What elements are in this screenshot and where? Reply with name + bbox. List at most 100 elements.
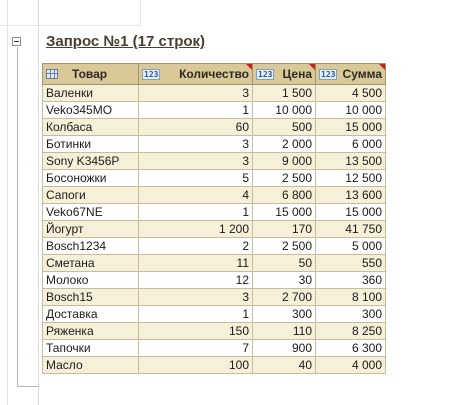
table-row[interactable]: Bosch15 3 2 700 8 100 — [42, 288, 386, 306]
cell-sum[interactable]: 6 300 — [315, 339, 386, 357]
cell-sum[interactable]: 4 500 — [315, 84, 386, 102]
cell-product[interactable]: Сметана — [42, 254, 139, 272]
cell-price[interactable]: 170 — [252, 220, 316, 238]
cell-qty[interactable]: 1 200 — [138, 220, 253, 238]
cell-price[interactable]: 50 — [252, 254, 316, 272]
query-result-table: Товар 123 Количество 123 Цена 123 — [42, 63, 386, 374]
table-header-row: Товар 123 Количество 123 Цена 123 — [42, 63, 386, 85]
cell-qty[interactable]: 1 — [138, 203, 253, 221]
cell-price[interactable]: 2 500 — [252, 237, 316, 255]
cell-sum[interactable]: 360 — [315, 271, 386, 289]
cell-price[interactable]: 110 — [252, 322, 316, 340]
table-row[interactable]: Сапоги 4 6 800 13 600 — [42, 186, 386, 204]
table-row[interactable]: Валенки 3 1 500 4 500 — [42, 84, 386, 102]
table-row[interactable]: Сметана 11 50 550 — [42, 254, 386, 272]
cell-qty[interactable]: 7 — [138, 339, 253, 357]
cell-qty[interactable]: 3 — [138, 84, 253, 102]
cell-product[interactable]: Ряженка — [42, 322, 139, 340]
cell-sum[interactable]: 15 000 — [315, 203, 386, 221]
cell-price[interactable]: 500 — [252, 118, 316, 136]
cell-sum[interactable]: 4 000 — [315, 356, 386, 374]
cell-qty[interactable]: 150 — [138, 322, 253, 340]
cell-qty[interactable]: 3 — [138, 152, 253, 170]
cell-sum[interactable]: 15 000 — [315, 118, 386, 136]
cell-sum[interactable]: 8 250 — [315, 322, 386, 340]
cell-price[interactable]: 10 000 — [252, 101, 316, 119]
table-row[interactable]: Veko67NE 1 15 000 15 000 — [42, 203, 386, 221]
cell-sum[interactable]: 12 500 — [315, 169, 386, 187]
cell-product[interactable]: Sony K3456P — [42, 152, 139, 170]
cell-price[interactable]: 6 800 — [252, 186, 316, 204]
cell-qty[interactable]: 1 — [138, 101, 253, 119]
cell-product[interactable]: Масло — [42, 356, 139, 374]
table-row[interactable]: Молоко 12 30 360 — [42, 271, 386, 289]
column-header-label: Товар — [72, 67, 108, 81]
cell-price[interactable]: 300 — [252, 305, 316, 323]
cell-qty[interactable]: 100 — [138, 356, 253, 374]
column-header-price[interactable]: 123 Цена — [252, 63, 316, 85]
cell-qty[interactable]: 5 — [138, 169, 253, 187]
cell-sum[interactable]: 550 — [315, 254, 386, 272]
table-row[interactable]: Sony K3456P 3 9 000 13 500 — [42, 152, 386, 170]
table-row[interactable]: Босоножки 5 2 500 12 500 — [42, 169, 386, 187]
cell-sum[interactable]: 6 000 — [315, 135, 386, 153]
table-row[interactable]: Veko345MO 1 10 000 10 000 — [42, 101, 386, 119]
cell-price[interactable]: 2 500 — [252, 169, 316, 187]
table-row[interactable]: Ботинки 3 2 000 6 000 — [42, 135, 386, 153]
column-header-label: Цена — [282, 67, 312, 81]
cell-price[interactable]: 9 000 — [252, 152, 316, 170]
cell-product[interactable]: Тапочки — [42, 339, 139, 357]
cell-qty[interactable]: 2 — [138, 237, 253, 255]
cell-qty[interactable]: 11 — [138, 254, 253, 272]
cell-qty[interactable]: 12 — [138, 271, 253, 289]
cell-product[interactable]: Veko345MO — [42, 101, 139, 119]
cell-qty[interactable]: 3 — [138, 135, 253, 153]
cell-product[interactable]: Bosch15 — [42, 288, 139, 306]
table-row[interactable]: Тапочки 7 900 6 300 — [42, 339, 386, 357]
cell-product[interactable]: Йогурт — [42, 220, 139, 238]
cell-product[interactable]: Молоко — [42, 271, 139, 289]
cell-product[interactable]: Доставка — [42, 305, 139, 323]
cell-price[interactable]: 15 000 — [252, 203, 316, 221]
numeric-type-icon: 123 — [142, 68, 161, 80]
grouping-gutter-border — [38, 0, 39, 405]
cell-sum[interactable]: 41 750 — [315, 220, 386, 238]
cell-sum[interactable]: 300 — [315, 305, 386, 323]
collapse-group-icon[interactable] — [12, 37, 21, 46]
table-row[interactable]: Йогурт 1 200 170 41 750 — [42, 220, 386, 238]
table-row[interactable]: Доставка 1 300 300 — [42, 305, 386, 323]
cell-price[interactable]: 2 700 — [252, 288, 316, 306]
cell-product[interactable]: Валенки — [42, 84, 139, 102]
numeric-type-icon: 123 — [319, 68, 338, 80]
cell-price[interactable]: 1 500 — [252, 84, 316, 102]
cell-qty[interactable]: 60 — [138, 118, 253, 136]
cell-sum[interactable]: 10 000 — [315, 101, 386, 119]
sort-marker-icon — [379, 64, 385, 70]
table-row[interactable]: Ряженка 150 110 8 250 — [42, 322, 386, 340]
cell-qty[interactable]: 3 — [138, 288, 253, 306]
cell-sum[interactable]: 13 500 — [315, 152, 386, 170]
column-header-sum[interactable]: 123 Сумма — [315, 63, 386, 85]
table-row[interactable]: Масло 100 40 4 000 — [42, 356, 386, 374]
cell-price[interactable]: 900 — [252, 339, 316, 357]
cell-product[interactable]: Bosch1234 — [42, 237, 139, 255]
cell-price[interactable]: 2 000 — [252, 135, 316, 153]
cell-product[interactable]: Колбаса — [42, 118, 139, 136]
cell-sum[interactable]: 13 600 — [315, 186, 386, 204]
cell-product[interactable]: Veko67NE — [42, 203, 139, 221]
table-row[interactable]: Колбаса 60 500 15 000 — [42, 118, 386, 136]
column-header-label: Количество — [179, 67, 249, 81]
cell-qty[interactable]: 1 — [138, 305, 253, 323]
cell-product[interactable]: Ботинки — [42, 135, 139, 153]
cell-price[interactable]: 40 — [252, 356, 316, 374]
group-bracket-line — [17, 47, 18, 387]
cell-sum[interactable]: 8 100 — [315, 288, 386, 306]
column-header-quantity[interactable]: 123 Количество — [138, 63, 253, 85]
cell-sum[interactable]: 5 000 — [315, 237, 386, 255]
cell-price[interactable]: 30 — [252, 271, 316, 289]
table-row[interactable]: Bosch1234 2 2 500 5 000 — [42, 237, 386, 255]
cell-product[interactable]: Сапоги — [42, 186, 139, 204]
cell-qty[interactable]: 4 — [138, 186, 253, 204]
column-header-product[interactable]: Товар — [42, 63, 139, 85]
cell-product[interactable]: Босоножки — [42, 169, 139, 187]
